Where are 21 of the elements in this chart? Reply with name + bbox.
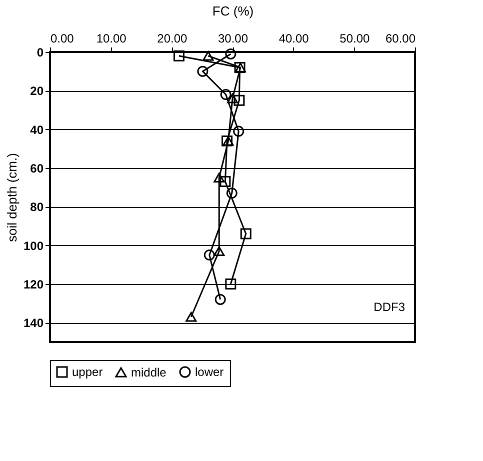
y-axis-title: soil depth (cm.) xyxy=(4,153,20,242)
y-tick-label: 140 xyxy=(23,316,44,330)
y-tick-label: 60 xyxy=(30,162,44,176)
annotation: DDF3 xyxy=(374,300,406,314)
y-tick-label: 80 xyxy=(30,200,44,214)
y-tick-label: 120 xyxy=(23,278,44,292)
x-axis-title: FC (%) xyxy=(212,4,254,18)
y-tick-label: 100 xyxy=(23,238,44,253)
y-tick-label: 20 xyxy=(30,84,44,98)
legend-label: middle xyxy=(131,365,167,380)
x-tick-label: 20.00 xyxy=(157,32,188,46)
y-tick-label: 0 xyxy=(36,46,44,60)
x-tick-label: 0.00 xyxy=(50,32,74,46)
legend-label: lower xyxy=(195,365,224,379)
x-tick-label: 30.00 xyxy=(218,32,248,46)
x-tick-label: 50.00 xyxy=(340,32,370,46)
x-tick-label: 60.00 xyxy=(385,32,416,46)
x-tick-label: 40.00 xyxy=(278,32,310,46)
y-tick-label: 40 xyxy=(30,122,44,137)
legend-label: upper xyxy=(72,365,103,379)
x-tick-label: 10.00 xyxy=(96,32,127,46)
